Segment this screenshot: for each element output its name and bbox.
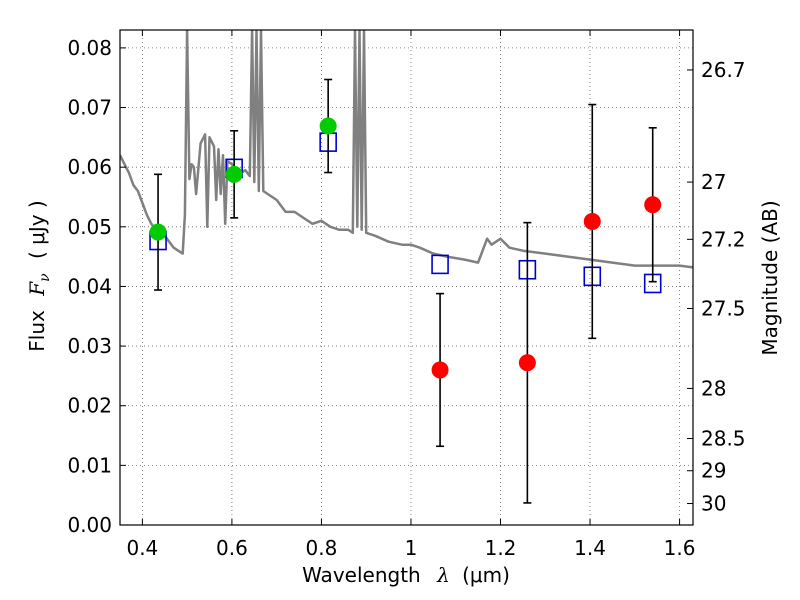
magnitude-tick-label: 27.2 [701,227,746,251]
magnitude-tick-label: 26.7 [701,58,746,82]
model-flux-square [431,254,449,275]
x-tick-label: 1.6 [664,536,696,560]
x-axis-label-text: Wavelength [302,563,421,587]
y-axis-label-unit: ( μJy ) [25,200,49,259]
red-data-point [431,361,449,379]
model-spectrum-line [120,30,693,269]
y-tick-label: 0.07 [67,96,112,120]
y-axis-label-text: Flux [25,310,49,352]
y-axis-label-symbol: F [25,281,49,297]
x-axis-label-symbol: λ [436,563,450,587]
x-axis-label: Wavelength λ (μm) [302,563,510,587]
magnitude-tick-label: 29 [701,459,726,483]
x-tick-label: 0.4 [126,536,158,560]
x-tick-label: 0.6 [216,536,248,560]
magnitude-tick-label: 30 [701,492,726,516]
y-axis-label: Flux Fν ( μJy ) [25,200,54,351]
green-data-point [149,223,167,241]
magnitude-axis-label: Magnitude (AB) [758,200,782,355]
y-tick-label: 0.05 [67,215,112,239]
y-tick-label: 0.02 [67,394,112,418]
green-data-point [225,165,243,183]
x-tick-label: 0.8 [306,536,338,560]
red-data-point [583,212,601,230]
plot-frame [119,29,694,526]
x-tick-label: 1 [405,536,418,560]
y-tick-label: 0.00 [67,513,112,537]
x-axis-label-unit: (μm) [462,563,510,587]
y-tick-label: 0.01 [67,453,112,477]
red-data-point [644,196,662,214]
magnitude-tick-label: 27 [701,170,726,194]
y-tick-label: 0.08 [67,36,112,60]
magnitude-tick-label: 28.5 [701,427,746,451]
axis-ticks: 0.4 0.6 0.8 1 1.2 1.4 1.6 0.00 0.01 0.02 0.03 0.04 0… [67,30,746,560]
x-tick-label: 1.4 [574,536,606,560]
y-tick-label: 0.04 [67,274,112,298]
red-data-point [518,354,536,372]
y-axis-label-subscript: ν [37,273,53,282]
grid-lines [120,30,693,525]
green-data-point [319,117,337,135]
y-tick-label: 0.06 [67,155,112,179]
x-tick-label: 1.2 [485,536,517,560]
magnitude-tick-label: 27.5 [701,297,746,321]
plot-data [120,30,693,504]
y-tick-label: 0.03 [67,334,112,358]
magnitude-tick-label: 28 [701,376,726,400]
